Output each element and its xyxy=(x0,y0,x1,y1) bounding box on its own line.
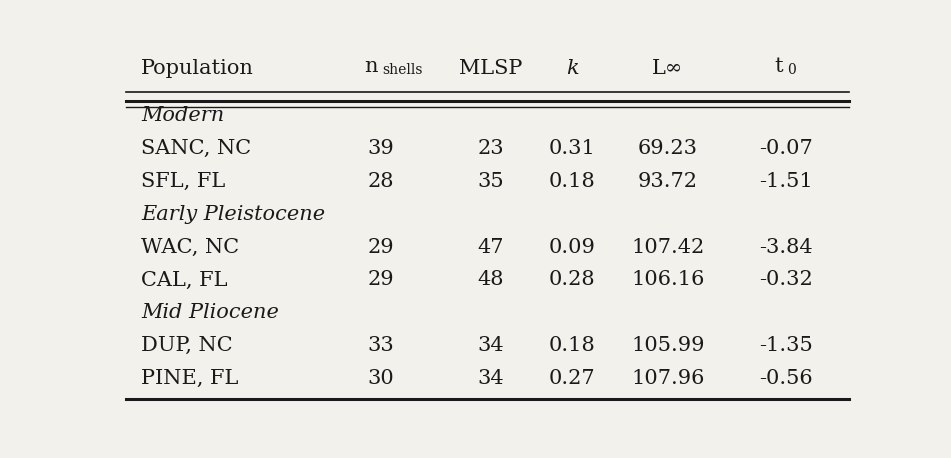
Text: Mid Pliocene: Mid Pliocene xyxy=(141,303,279,322)
Text: 23: 23 xyxy=(477,139,504,158)
Text: -0.07: -0.07 xyxy=(759,139,813,158)
Text: t: t xyxy=(774,57,783,76)
Text: 69.23: 69.23 xyxy=(638,139,698,158)
Text: -0.32: -0.32 xyxy=(759,271,813,289)
Text: 28: 28 xyxy=(367,172,394,191)
Text: Population: Population xyxy=(141,59,254,78)
Text: 48: 48 xyxy=(477,271,504,289)
Text: -0.56: -0.56 xyxy=(759,369,813,388)
Text: PINE, FL: PINE, FL xyxy=(141,369,239,388)
Text: Early Pleistocene: Early Pleistocene xyxy=(141,205,325,224)
Text: 107.42: 107.42 xyxy=(631,238,705,256)
Text: 34: 34 xyxy=(477,369,504,388)
Text: 107.96: 107.96 xyxy=(631,369,705,388)
Text: shells: shells xyxy=(382,63,422,77)
Text: 0: 0 xyxy=(787,63,796,77)
Text: 39: 39 xyxy=(367,139,394,158)
Text: 0.09: 0.09 xyxy=(549,238,595,256)
Text: WAC, NC: WAC, NC xyxy=(141,238,239,256)
Text: -1.35: -1.35 xyxy=(759,336,813,355)
Text: 47: 47 xyxy=(477,238,504,256)
Text: MLSP: MLSP xyxy=(459,59,523,78)
Text: SFL, FL: SFL, FL xyxy=(141,172,225,191)
Text: 106.16: 106.16 xyxy=(631,271,705,289)
Text: 34: 34 xyxy=(477,336,504,355)
Text: 0.18: 0.18 xyxy=(549,336,595,355)
Text: 0.27: 0.27 xyxy=(549,369,595,388)
Text: -3.84: -3.84 xyxy=(759,238,813,256)
Text: 105.99: 105.99 xyxy=(631,336,705,355)
Text: 0.18: 0.18 xyxy=(549,172,595,191)
Text: 29: 29 xyxy=(367,238,394,256)
Text: 0.31: 0.31 xyxy=(549,139,595,158)
Text: 93.72: 93.72 xyxy=(638,172,698,191)
Text: 35: 35 xyxy=(477,172,504,191)
Text: SANC, NC: SANC, NC xyxy=(141,139,251,158)
Text: 0.28: 0.28 xyxy=(549,271,595,289)
Text: 33: 33 xyxy=(367,336,394,355)
Text: 29: 29 xyxy=(367,271,394,289)
Text: L∞: L∞ xyxy=(652,59,684,78)
Text: k: k xyxy=(566,59,578,78)
Text: 30: 30 xyxy=(367,369,394,388)
Text: -1.51: -1.51 xyxy=(759,172,813,191)
Text: Modern: Modern xyxy=(141,107,224,125)
Text: CAL, FL: CAL, FL xyxy=(141,271,227,289)
Text: DUP, NC: DUP, NC xyxy=(141,336,233,355)
Text: n: n xyxy=(364,57,378,76)
